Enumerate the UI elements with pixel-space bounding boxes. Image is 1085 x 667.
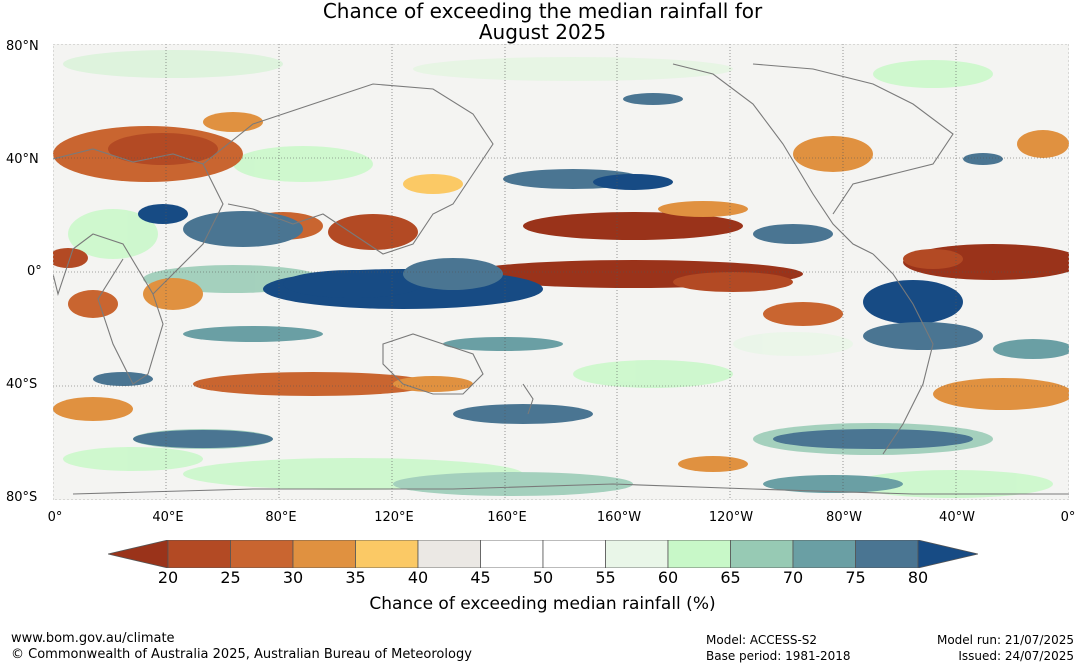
- colorbar-tick-label: 70: [782, 568, 804, 587]
- footer-model-run: Model run: 21/07/2025: [936, 633, 1074, 647]
- colorbar-tick-label: 60: [657, 568, 679, 587]
- lon-label-120e: 120°E: [374, 510, 414, 525]
- colorbar-segment: [167, 539, 231, 569]
- colorbar-arrow-high: [917, 539, 979, 569]
- lon-label-40e: 40°E: [152, 510, 184, 525]
- colorbar-segment: [292, 539, 356, 569]
- colorbar-tick-label: 50: [532, 568, 554, 587]
- lat-label-equator: 0°: [27, 264, 42, 279]
- colorbar-segment: [667, 539, 731, 569]
- lon-label-120w: 120°W: [708, 510, 754, 525]
- footer-copyright: © Commonwealth of Australia 2025, Austra…: [11, 647, 472, 662]
- lon-label-160e: 160°E: [487, 510, 527, 525]
- lon-label-160w: 160°W: [596, 510, 642, 525]
- colorbar-segment: [605, 539, 669, 569]
- lon-label-0-right: 0°: [1060, 510, 1076, 525]
- colorbar-tick-label: 40: [407, 568, 429, 587]
- footer-issued: Issued: 24/07/2025: [958, 649, 1074, 663]
- colorbar-tick-label: 35: [345, 568, 366, 587]
- colorbar-tick-label: 75: [845, 568, 866, 587]
- lon-label-40w: 40°W: [939, 510, 975, 525]
- map-title-line2: August 2025: [478, 20, 607, 44]
- coastlines: [53, 63, 1069, 495]
- map-title-line1: Chance of exceeding the median rainfall …: [322, 0, 763, 23]
- colorbar-segment: [417, 539, 481, 569]
- lat-label-80n: 80°N: [6, 39, 39, 54]
- colorbar-tick-label: 25: [220, 568, 241, 587]
- footer-model: Model: ACCESS-S2: [706, 633, 818, 647]
- lat-label-40s: 40°S: [6, 377, 38, 392]
- colorbar-graphic: [107, 539, 979, 569]
- colorbar-segment: [230, 539, 294, 569]
- footer-base-period: Base period: 1981-2018: [706, 649, 851, 663]
- colorbar-segment: [730, 539, 794, 569]
- colorbar-tick-label: 45: [470, 568, 491, 587]
- lon-label-80e: 80°E: [265, 510, 297, 525]
- above-median-anomalies: [93, 93, 1069, 493]
- colorbar-arrow-low: [107, 539, 169, 569]
- colorbar-tick-label: 80: [907, 568, 929, 587]
- colorbar-tick-label: 30: [282, 568, 304, 587]
- lat-label-40n: 40°N: [6, 152, 39, 167]
- lon-label-0: 0°: [47, 510, 63, 525]
- colorbar-segment: [480, 539, 544, 569]
- colorbar-tick-label: 20: [157, 568, 179, 587]
- footer-url: www.bom.gov.au/climate: [11, 631, 175, 646]
- colorbar: [107, 539, 979, 569]
- rainfall-probability-map: [53, 44, 1069, 500]
- graticule: [53, 44, 1069, 500]
- lat-label-80s: 80°S: [6, 490, 38, 505]
- lon-label-80w: 80°W: [826, 510, 862, 525]
- colorbar-segment: [542, 539, 606, 569]
- colorbar-segment: [355, 539, 419, 569]
- colorbar-tick-label: 65: [720, 568, 741, 587]
- map-canvas: [53, 44, 1069, 500]
- colorbar-segment: [792, 539, 856, 569]
- colorbar-tick-label: 55: [595, 568, 616, 587]
- below-median-anomalies: [53, 112, 1069, 472]
- colorbar-label: Chance of exceeding median rainfall (%): [369, 594, 716, 614]
- colorbar-segment: [855, 539, 919, 569]
